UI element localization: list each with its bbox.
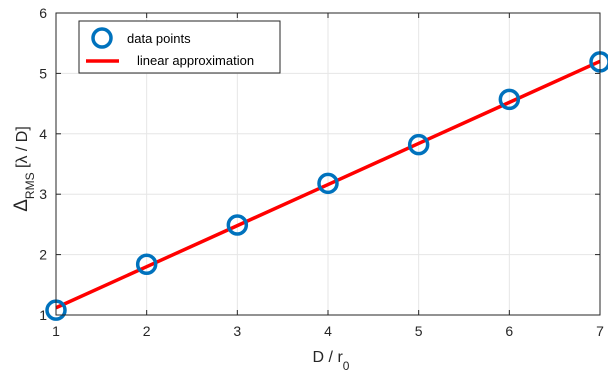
y-tick-label: 6 bbox=[39, 5, 47, 21]
y-tick-label: 2 bbox=[39, 247, 47, 263]
y-axis-ticks: 1 2 3 4 5 6 bbox=[39, 5, 600, 323]
x-tick-label: 7 bbox=[596, 323, 604, 339]
x-tick-label: 2 bbox=[143, 323, 151, 339]
legend: data points linear approximation bbox=[78, 20, 281, 74]
y-axis-label: ΔRMS [λ / D] bbox=[11, 126, 37, 212]
data-point-marker bbox=[226, 214, 249, 236]
linear-approximation-series bbox=[55, 59, 601, 310]
data-point-marker bbox=[317, 172, 339, 195]
y-tick-label: 4 bbox=[39, 126, 47, 142]
legend-label-data-points: data points bbox=[127, 31, 191, 46]
data-point-marker bbox=[407, 133, 430, 156]
legend-box bbox=[78, 20, 281, 74]
x-tick-label: 1 bbox=[52, 323, 60, 339]
x-axis-ticks: 1 2 3 4 5 6 7 bbox=[52, 13, 604, 339]
y-tick-label: 1 bbox=[39, 307, 47, 323]
x-tick-label: 3 bbox=[233, 323, 241, 339]
data-point-marker bbox=[135, 253, 158, 276]
data-point-marker bbox=[498, 88, 521, 111]
y-tick-label: 3 bbox=[39, 186, 47, 202]
legend-marker-data-points bbox=[91, 27, 113, 49]
x-tick-label: 6 bbox=[505, 323, 513, 339]
y-tick-label: 5 bbox=[39, 65, 47, 81]
x-tick-label: 4 bbox=[324, 323, 332, 339]
linear-approximation-line bbox=[55, 59, 601, 310]
legend-label-linear-approximation: linear approximation bbox=[137, 53, 254, 68]
x-tick-label: 5 bbox=[415, 323, 423, 339]
x-axis-label: D / r0 bbox=[313, 349, 350, 373]
